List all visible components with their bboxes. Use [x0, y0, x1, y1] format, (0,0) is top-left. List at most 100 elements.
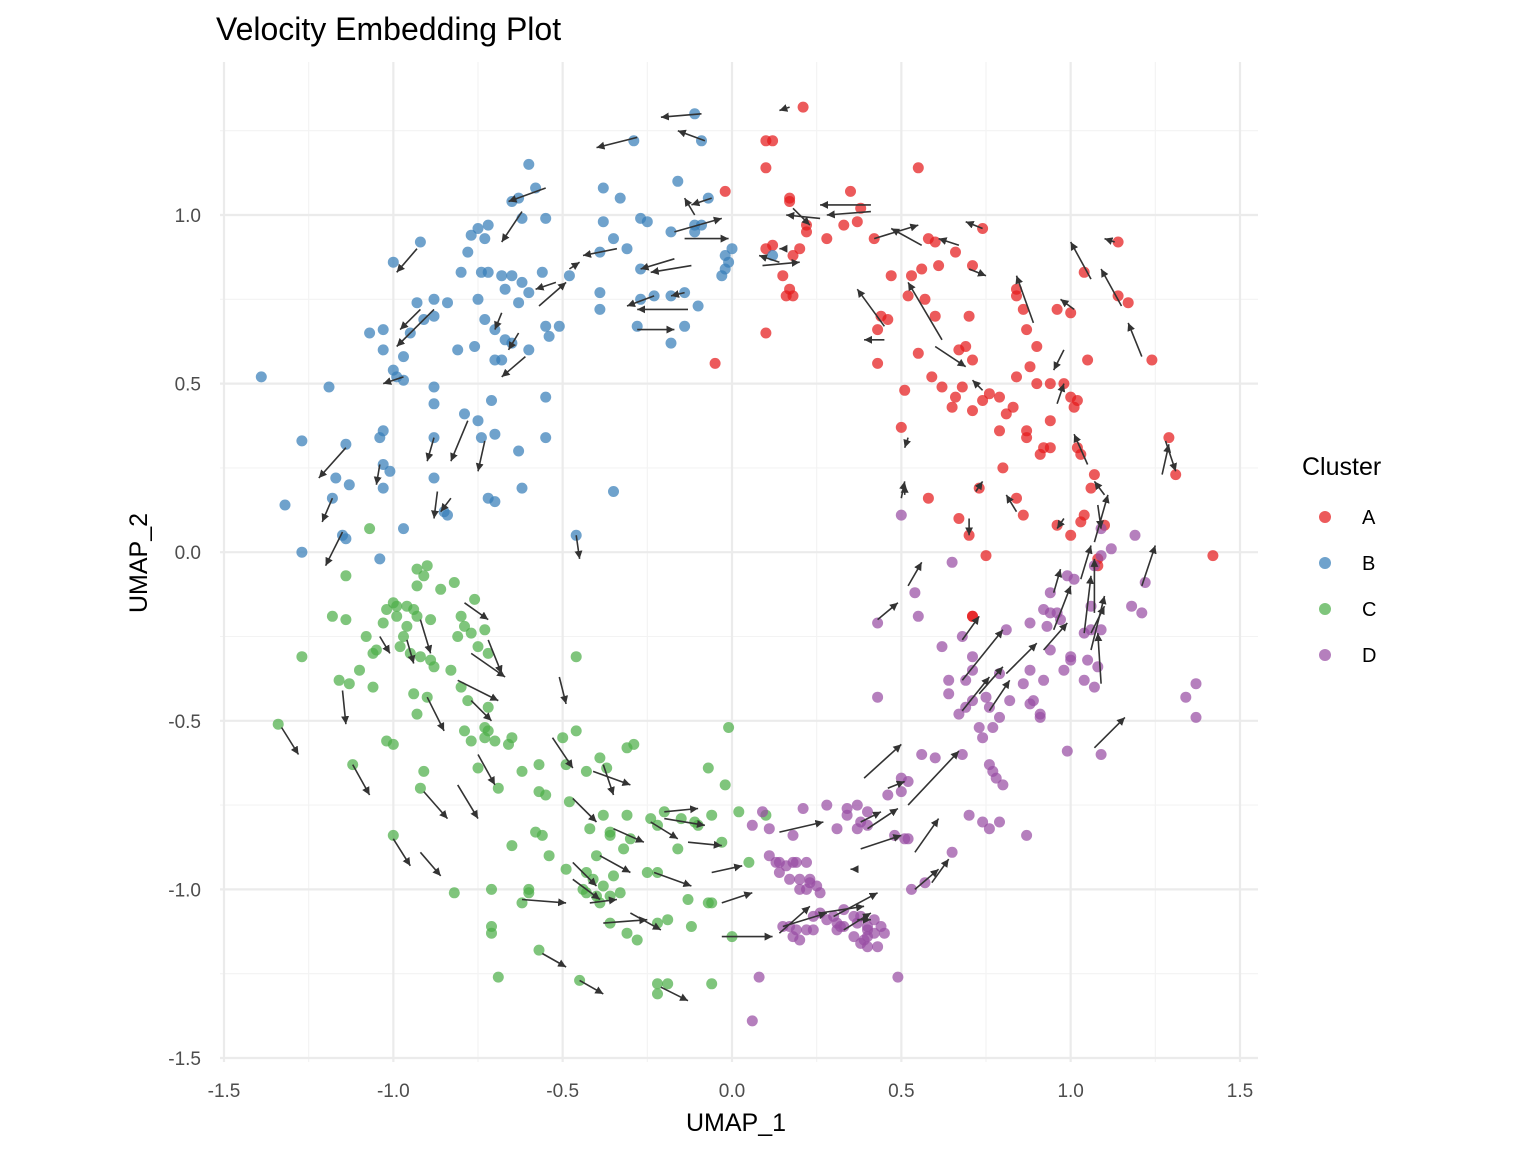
point-cluster-d: [868, 927, 880, 939]
velocity-arrow: [1042, 622, 1068, 651]
point-cluster-a: [1078, 266, 1090, 278]
point-cluster-d: [831, 823, 843, 835]
plot-panel: -1.5 -1.0 -0.5 0.0 0.5 1.0 1.5 -1.5 -1.0 -0.5 0.0…: [168, 62, 1258, 1102]
point-cluster-c: [340, 614, 352, 626]
point-cluster-c: [367, 647, 379, 659]
point-cluster-a: [821, 233, 833, 245]
velocity-arrow: [914, 868, 940, 891]
velocity-arrow: [382, 376, 404, 385]
point-cluster-b: [540, 391, 552, 403]
point-cluster-b: [428, 398, 440, 410]
point-cluster-a: [994, 425, 1005, 437]
point-cluster-d: [862, 941, 873, 953]
point-cluster-a: [885, 270, 897, 282]
velocity-arrow: [971, 379, 984, 391]
velocity-arrow: [819, 903, 865, 914]
velocity-arrow: [856, 288, 886, 327]
point-cluster-b: [523, 287, 535, 299]
point-cluster-c: [580, 765, 592, 777]
point-cluster-b: [499, 283, 511, 295]
point-cluster-d: [967, 695, 978, 707]
velocity-arrow: [396, 308, 435, 348]
velocity-arrow: [1005, 494, 1018, 513]
velocity-arrow: [603, 916, 648, 925]
point-cluster-d: [1092, 661, 1104, 673]
point-cluster-a: [912, 162, 924, 174]
point-cluster-d: [1129, 529, 1141, 541]
point-cluster-b: [343, 479, 355, 491]
point-cluster-c: [631, 934, 643, 946]
velocity-arrow: [379, 636, 391, 654]
point-cluster-a: [1112, 236, 1124, 248]
point-cluster-c: [608, 870, 619, 882]
point-cluster-d: [963, 809, 975, 821]
point-cluster-c: [360, 631, 372, 642]
velocity-arrow: [1096, 504, 1104, 529]
x-tick-label: 0.0: [719, 1081, 745, 1102]
point-cluster-c: [621, 927, 633, 939]
data-points: [255, 101, 1219, 1027]
velocity-arrow: [508, 187, 546, 203]
point-cluster-d: [794, 934, 806, 946]
velocity-arrow: [961, 629, 1004, 681]
point-cluster-a: [845, 185, 856, 197]
point-cluster-c: [455, 681, 467, 693]
point-cluster-a: [912, 347, 924, 359]
y-tick-label: -0.5: [168, 712, 201, 733]
velocity-arrow: [1093, 480, 1106, 496]
point-cluster-c: [479, 732, 491, 744]
point-cluster-b: [563, 270, 575, 282]
point-cluster-b: [702, 192, 714, 204]
point-cluster-d: [1068, 573, 1080, 585]
point-cluster-c: [652, 988, 663, 1000]
point-cluster-d: [1136, 607, 1148, 619]
point-cluster-b: [377, 344, 389, 356]
point-cluster-a: [1071, 395, 1083, 406]
velocity-arrow: [613, 827, 645, 843]
point-cluster-a: [787, 250, 799, 261]
point-cluster-c: [682, 894, 694, 905]
point-cluster-d: [997, 779, 1009, 791]
velocity-arrow: [931, 858, 950, 884]
point-cluster-c: [377, 617, 389, 629]
velocity-arrow: [779, 819, 824, 833]
point-cluster-d: [862, 819, 873, 831]
point-cluster-c: [733, 806, 745, 818]
velocity-arrow: [860, 834, 902, 850]
point-cluster-d: [1000, 624, 1012, 636]
velocity-arrow: [914, 818, 940, 853]
point-cluster-d: [1024, 664, 1036, 676]
legend-key-c: [1319, 603, 1331, 615]
point-cluster-b: [428, 381, 440, 393]
point-cluster-d: [872, 691, 884, 703]
velocity-arrow: [1161, 444, 1172, 475]
velocity-arrow: [890, 227, 923, 247]
point-cluster-d: [1095, 749, 1107, 760]
point-cluster-a: [872, 324, 884, 336]
point-cluster-a: [926, 371, 938, 383]
point-cluster-c: [482, 701, 494, 713]
velocity-arrow: [501, 355, 526, 378]
point-cluster-d: [895, 786, 907, 798]
point-cluster-a: [919, 293, 931, 305]
point-cluster-b: [614, 192, 626, 204]
point-cluster-a: [963, 310, 975, 322]
point-cluster-d: [784, 873, 796, 885]
velocity-arrow: [475, 440, 486, 472]
point-cluster-a: [997, 462, 1009, 474]
velocity-arrow: [762, 258, 800, 267]
point-cluster-d: [773, 867, 785, 878]
velocity-arrow: [1093, 494, 1110, 543]
point-cluster-c: [414, 651, 426, 663]
point-cluster-b: [475, 432, 487, 444]
point-cluster-a: [1011, 492, 1022, 504]
velocity-arrow: [507, 332, 520, 351]
point-cluster-b: [411, 297, 423, 309]
point-cluster-c: [652, 867, 663, 878]
point-cluster-a: [895, 421, 907, 433]
velocity-arrow: [572, 861, 598, 887]
velocity-arrow: [934, 345, 967, 368]
velocity-arrow: [640, 258, 675, 271]
x-tick-label: 0.5: [888, 1081, 914, 1102]
